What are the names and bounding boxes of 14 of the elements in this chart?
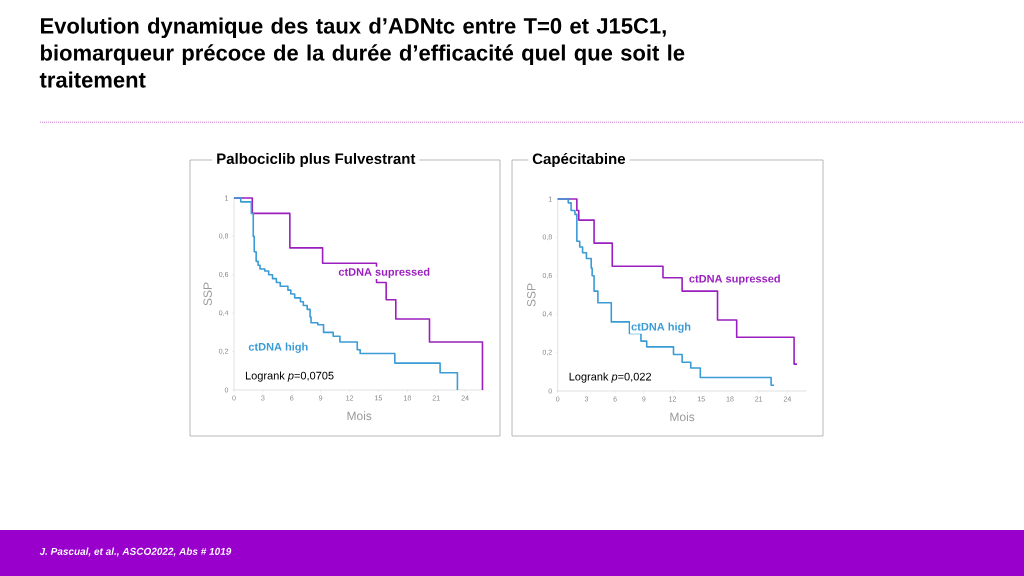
chart-title: Palbociclib plus Fulvestrant — [217, 153, 416, 167]
annotation: Logrank p=0,0705 — [245, 371, 334, 382]
series-label: ctDNA supressed — [689, 274, 780, 285]
annotation: Logrank p=0,022 — [569, 372, 652, 383]
series-label: ctDNA high — [631, 322, 691, 333]
x-axis-title: Mois — [670, 412, 695, 422]
y-axis-title: SSP — [527, 283, 536, 307]
chart-title: Capécitabine — [532, 152, 626, 168]
x-axis-title: Mois — [347, 411, 372, 421]
series-label: ctDNA high — [248, 342, 308, 353]
text: J. Pascual, et al., ASCO2022, Abs # 1019 — [39, 547, 232, 557]
y-axis-title: SSP — [203, 282, 212, 306]
series-label: ctDNA supressed — [338, 267, 430, 278]
text: Evolution dynamique des taux d’ADNtc entre T=0 et J15C1, biomarqueur précoce de la durée d’efficacité quel que soit le traitement — [39, 17, 685, 88]
